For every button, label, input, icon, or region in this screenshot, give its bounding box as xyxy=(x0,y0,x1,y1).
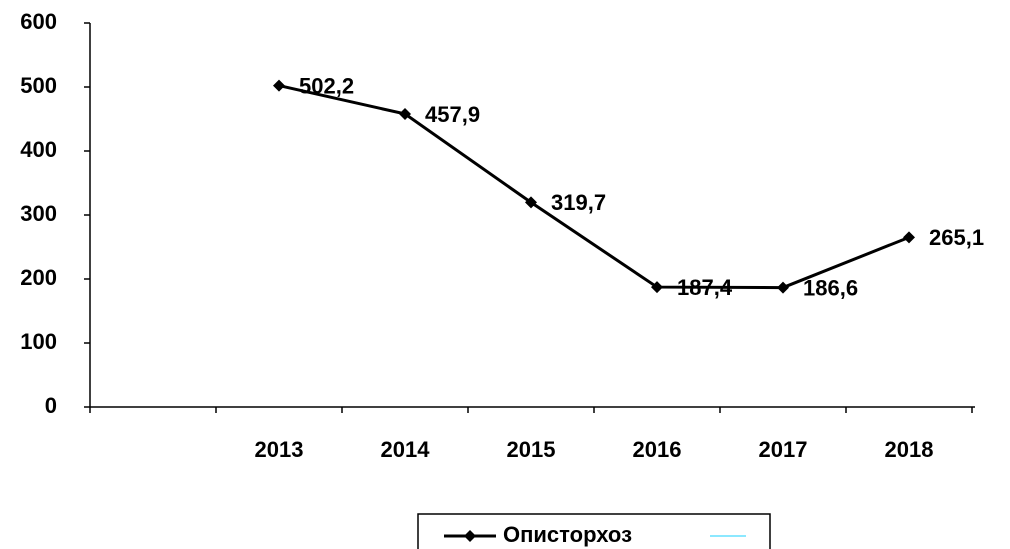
y-tick-label: 200 xyxy=(20,265,57,290)
point xyxy=(903,231,915,244)
data-label: 502,2 xyxy=(299,73,354,98)
point xyxy=(525,196,537,209)
point xyxy=(777,281,789,294)
y-tick-label: 0 xyxy=(45,393,57,418)
y-tick-label: 300 xyxy=(20,201,57,226)
x-tick-label: 2018 xyxy=(885,437,934,462)
y-tick-label: 600 xyxy=(20,9,57,34)
legend-box xyxy=(417,513,771,549)
y-tick-label: 400 xyxy=(20,137,57,162)
series-line xyxy=(278,84,910,290)
data-label: 265,1 xyxy=(929,225,984,250)
x-tick-label: 2014 xyxy=(381,437,431,462)
data-label: 187,4 xyxy=(677,275,733,300)
x-tick-label: 2017 xyxy=(759,437,808,462)
point xyxy=(651,281,663,294)
legend-label: Описторхоз xyxy=(503,522,632,547)
data-label: 186,6 xyxy=(803,275,858,300)
y-tick-label: 500 xyxy=(20,73,57,98)
x-tick-label: 2013 xyxy=(255,437,304,462)
data-label: 319,7 xyxy=(551,190,606,215)
x-tick-label: 2016 xyxy=(633,437,682,462)
point xyxy=(399,107,411,120)
x-tick-label: 2015 xyxy=(507,437,556,462)
legend-marker xyxy=(464,530,476,542)
data-label: 457,9 xyxy=(425,102,480,127)
point xyxy=(273,79,285,92)
y-tick-label: 100 xyxy=(20,329,57,354)
